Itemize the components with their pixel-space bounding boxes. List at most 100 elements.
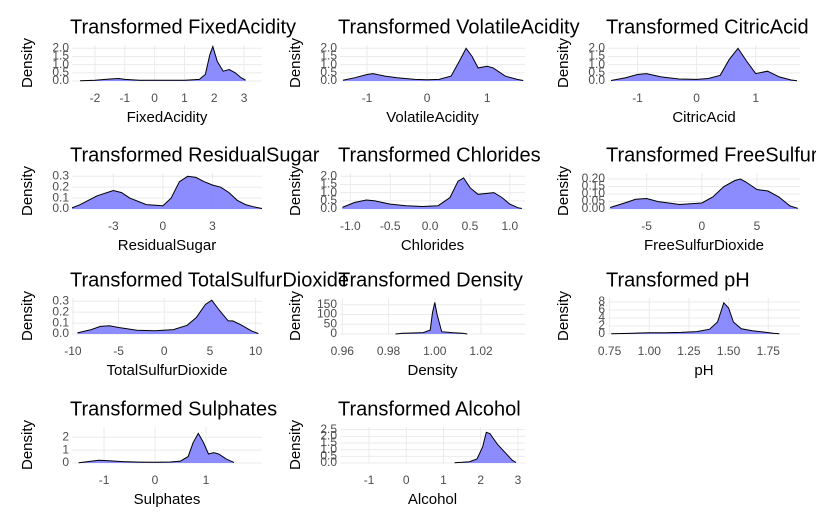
density-line <box>342 177 522 209</box>
x-tick-label: 1 <box>181 91 188 105</box>
y-tick-label: 1.0 <box>320 185 337 199</box>
y-tick-label: 0.5 <box>320 193 337 207</box>
y-tick-label: 1.5 <box>52 49 69 63</box>
y-tick-label: 6 <box>598 302 605 316</box>
x-tick-label: 1 <box>484 91 491 105</box>
y-tick-label: 2 <box>62 429 69 443</box>
y-tick-label: 0.0 <box>52 73 69 87</box>
y-axis-title: Density <box>19 37 36 88</box>
y-tick-label: 0.20 <box>582 171 606 185</box>
y-tick-label: 0.5 <box>588 65 605 79</box>
y-axis-title: Density <box>287 37 304 88</box>
y-tick-label: 0.2 <box>52 304 69 318</box>
x-axis-title: Density <box>407 362 458 379</box>
x-axis-title: Chlorides <box>401 237 464 254</box>
x-tick-label: 0.96 <box>331 344 355 358</box>
y-tick-label: 2.0 <box>320 40 337 54</box>
density-line <box>395 302 468 335</box>
y-axis-title: Density <box>555 290 572 341</box>
y-tick-label: 2.5 <box>320 422 337 436</box>
x-tick-label: 5 <box>754 219 761 233</box>
density-line <box>610 47 798 82</box>
y-tick-label: 0 <box>598 326 605 340</box>
y-tick-label: 0 <box>330 326 337 340</box>
y-axis-title: Density <box>19 165 36 216</box>
x-tick-label: 1.0 <box>502 219 519 233</box>
x-tick-label: -1 <box>362 91 373 105</box>
area-fill <box>610 48 798 81</box>
area-fill <box>72 176 262 209</box>
density-line <box>611 301 780 335</box>
area-fill <box>77 300 259 334</box>
density-line <box>610 178 798 209</box>
x-tick-label: 1 <box>440 473 447 487</box>
x-tick-label: 3 <box>241 91 248 105</box>
density-line <box>80 45 246 82</box>
x-tick-label: 0 <box>424 91 431 105</box>
density-line <box>342 47 524 81</box>
y-tick-label: 0.0 <box>52 326 69 340</box>
chart-title: Transformed CitricAcid <box>606 16 809 38</box>
x-tick-label: 1.00 <box>638 344 662 358</box>
x-tick-label: 0 <box>161 344 168 358</box>
y-axis-title: Density <box>287 419 304 470</box>
y-tick-label: 0 <box>62 455 69 469</box>
x-tick-label: -1 <box>99 473 110 487</box>
y-tick-label: 2.0 <box>320 168 337 182</box>
y-tick-label: 0.00 <box>582 201 606 215</box>
area-fill <box>80 46 246 81</box>
y-tick-label: 4 <box>598 310 605 324</box>
chart-title: Transformed pH <box>606 269 750 291</box>
x-tick-label: -5 <box>113 344 124 358</box>
y-tick-label: 2.0 <box>588 40 605 54</box>
x-axis-title: TotalSulfurDioxide <box>107 362 228 379</box>
x-tick-label: 0.98 <box>377 344 401 358</box>
x-axis-title: ResidualSugar <box>118 237 216 254</box>
y-tick-label: 0.5 <box>52 65 69 79</box>
x-tick-label: 0 <box>152 473 159 487</box>
density-line <box>71 175 263 209</box>
x-tick-label: 2 <box>211 91 218 105</box>
y-axis-title: Density <box>19 419 36 470</box>
x-axis-title: FreeSulfurDioxide <box>644 237 764 254</box>
chart-title: Transformed VolatileAcidity <box>338 16 580 38</box>
y-tick-label: 0.3 <box>52 168 69 182</box>
y-tick-label: 1.5 <box>320 177 337 191</box>
area-fill <box>342 177 522 209</box>
y-tick-label: 0.1 <box>52 315 69 329</box>
x-tick-label: 1.00 <box>423 344 447 358</box>
chart-title: Transformed FreeSulfurDioxide <box>606 144 816 166</box>
chart-title: Transformed Density <box>338 269 523 291</box>
x-tick-label: 1.75 <box>757 344 781 358</box>
x-tick-label: -1 <box>632 91 643 105</box>
y-tick-label: 0.5 <box>320 65 337 79</box>
x-tick-label: 3 <box>209 219 216 233</box>
y-tick-label: 2 <box>598 318 605 332</box>
x-tick-label: 0 <box>160 219 167 233</box>
y-axis-title: Density <box>555 165 572 216</box>
y-tick-label: 2.0 <box>52 40 69 54</box>
y-tick-label: 0.3 <box>52 293 69 307</box>
chart-title: Transformed Sulphates <box>70 398 277 420</box>
y-tick-label: 1.0 <box>588 57 605 71</box>
y-tick-label: 2.0 <box>320 429 337 443</box>
x-tick-label: 1.25 <box>677 344 701 358</box>
x-tick-label: -1 <box>364 473 375 487</box>
x-tick-label: -2 <box>90 91 101 105</box>
x-axis-title: FixedAcidity <box>127 109 208 126</box>
density-line <box>454 431 517 464</box>
density-line <box>78 432 235 464</box>
area-fill <box>78 433 234 463</box>
x-tick-label: -5 <box>641 219 652 233</box>
chart-title: Transformed TotalSulfurDioxide <box>70 269 349 291</box>
y-axis-title: Density <box>19 290 36 341</box>
x-tick-label: -1.0 <box>340 219 361 233</box>
y-tick-label: 0.05 <box>582 194 606 208</box>
x-tick-label: 5 <box>207 344 214 358</box>
y-tick-label: 0.5 <box>320 449 337 463</box>
x-tick-label: 1 <box>203 473 210 487</box>
y-tick-label: 0.10 <box>582 186 606 200</box>
x-tick-label: -1 <box>119 91 130 105</box>
chart-title: Transformed ResidualSugar <box>70 144 320 166</box>
